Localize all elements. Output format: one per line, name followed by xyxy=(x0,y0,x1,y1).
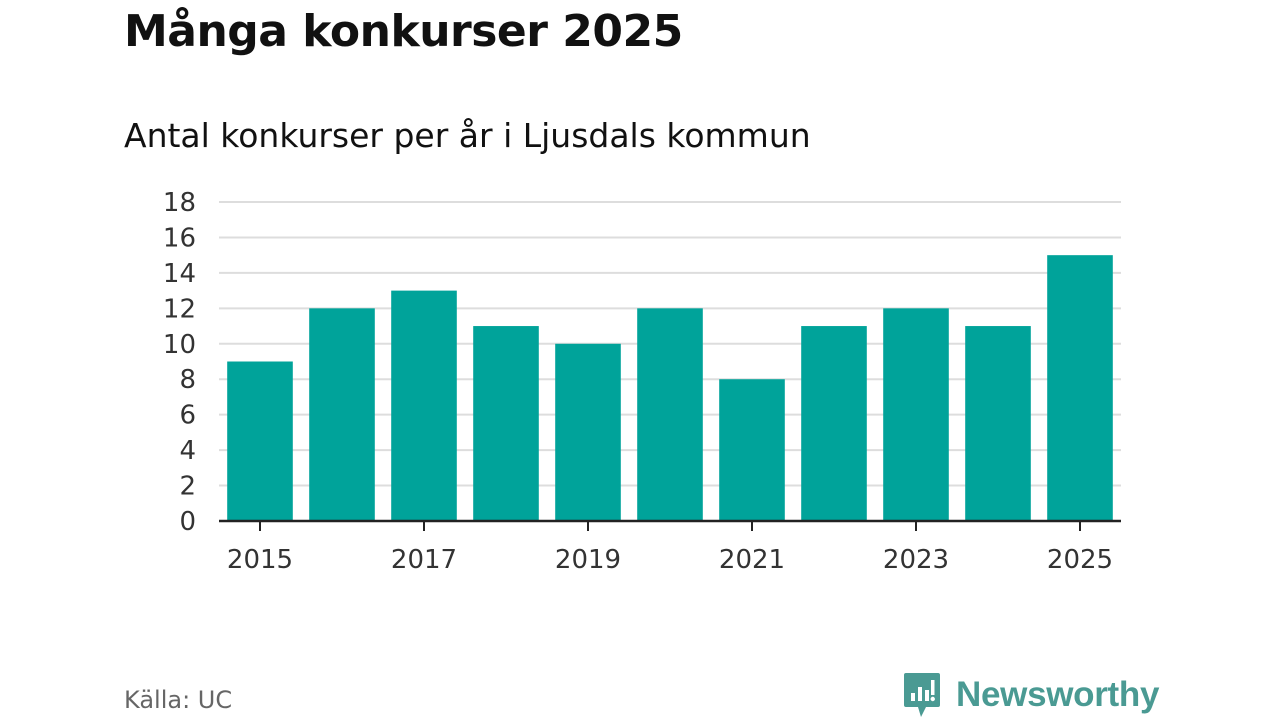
y-tick-label: 12 xyxy=(163,294,196,324)
bar-chart: 0 2 4 6 8 10 12 14 16 18 2015 2017 2019 2021 2023 2025 xyxy=(163,188,1121,575)
y-tick-label: 2 xyxy=(179,472,196,502)
y-tick-label: 10 xyxy=(163,330,196,360)
x-axis-ticks: 2015 2017 2019 2021 2023 2025 xyxy=(227,521,1113,575)
x-tick-label: 2021 xyxy=(719,545,785,575)
bar-2016 xyxy=(309,308,375,521)
y-tick-label: 16 xyxy=(163,223,196,253)
x-tick-label: 2019 xyxy=(555,545,621,575)
y-tick-label: 4 xyxy=(179,436,196,466)
x-tick-label: 2017 xyxy=(391,545,457,575)
bar-2024 xyxy=(965,326,1031,521)
x-tick-label: 2023 xyxy=(883,545,949,575)
bar-2021 xyxy=(719,379,785,521)
bar-2023 xyxy=(883,308,949,521)
brand-name: Newsworthy xyxy=(956,675,1160,714)
chart-subtitle: Antal konkurser per år i Ljusdals kommun xyxy=(124,116,811,155)
y-tick-label: 6 xyxy=(179,401,196,431)
bar-2017 xyxy=(391,290,457,521)
y-tick-label: 14 xyxy=(163,259,196,289)
y-tick-label: 0 xyxy=(179,507,196,537)
y-axis-ticks: 0 2 4 6 8 10 12 14 16 18 xyxy=(163,188,196,537)
x-tick-label: 2025 xyxy=(1047,545,1113,575)
bar-2018 xyxy=(473,326,539,521)
bar-2020 xyxy=(637,308,703,521)
bar-2022 xyxy=(801,326,867,521)
bar-chart-speech-bubble-icon xyxy=(904,673,940,717)
bar-2015 xyxy=(227,361,293,521)
y-tick-label: 8 xyxy=(179,365,196,395)
brand-logo: Newsworthy xyxy=(902,671,1159,719)
bar-2025 xyxy=(1047,255,1113,521)
x-tick-label: 2015 xyxy=(227,545,293,575)
source-note: Källa: UC xyxy=(124,686,233,714)
y-tick-label: 18 xyxy=(163,188,196,218)
bars xyxy=(227,255,1113,521)
bar-2019 xyxy=(555,343,621,521)
chart-title: Många konkurser 2025 xyxy=(124,6,683,57)
